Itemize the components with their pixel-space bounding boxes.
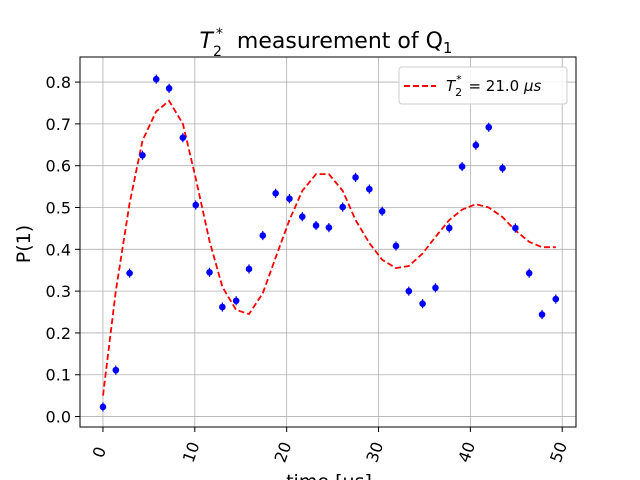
data-point: [405, 287, 413, 295]
title-symbol-sup: *: [216, 26, 223, 42]
data-point: [165, 85, 173, 92]
data-point: [245, 265, 253, 273]
data-point: [485, 123, 493, 131]
x-tick-label: 10: [179, 439, 204, 465]
title-symbol: T: [200, 29, 215, 54]
data-point: [139, 151, 146, 159]
data-point: [325, 224, 333, 231]
chart-title: T2 * measurement of Q1: [200, 26, 453, 60]
y-tick-label: 0.3: [46, 282, 71, 301]
y-tick-label: 0.2: [46, 324, 71, 343]
title-text: measurement of Q: [237, 29, 443, 54]
grid: [80, 57, 576, 427]
legend: T2* = 21.0 μs: [398, 66, 568, 105]
data-point: [538, 311, 546, 318]
data-point: [525, 269, 533, 277]
legend-box: [398, 66, 568, 105]
plot-frame: [79, 56, 577, 428]
x-axis-label: time [μs]: [286, 471, 372, 480]
data-point: [232, 297, 240, 305]
legend-symbol-sup: *: [456, 73, 462, 86]
y-tick-label: 0.1: [46, 366, 71, 385]
data-point: [378, 207, 386, 215]
axis-ticks: 0 10 20 30 40 50 0.0 0.1 0.2 0.3 0.4 0.5 0.6 0.7 0.8: [46, 73, 571, 465]
data-point: [472, 141, 480, 149]
y-tick-label: 0.6: [46, 157, 71, 176]
data-point: [99, 403, 107, 411]
x-tick-label: 0: [89, 444, 110, 460]
data-point: [192, 201, 200, 209]
data-point: [126, 269, 133, 277]
data-point: [512, 224, 519, 232]
y-axis-label: P(1): [13, 225, 35, 263]
x-tick-label: 30: [362, 439, 387, 465]
data-point: [259, 232, 267, 239]
legend-symbol-sub: 2: [455, 86, 462, 99]
data-point: [286, 195, 293, 203]
y-tick-label: 0.5: [46, 199, 71, 218]
data-point: [112, 366, 120, 374]
data-point: [352, 174, 359, 181]
data-point: [179, 134, 187, 141]
data-point: [298, 213, 306, 221]
data-point: [152, 75, 160, 83]
data-point: [445, 224, 453, 232]
title-text-sub: 1: [443, 39, 453, 57]
fit-curve: [102, 99, 556, 396]
legend-unit: μs: [523, 77, 542, 95]
data-point: [552, 295, 560, 303]
data-point: [206, 269, 213, 276]
y-tick-label: 0.4: [46, 240, 71, 259]
x-tick-label: 40: [454, 439, 479, 465]
data-point: [339, 203, 346, 211]
data-point: [219, 303, 226, 311]
data-point: [366, 185, 373, 193]
data-point: [419, 300, 426, 307]
y-tick-label: 0.8: [46, 73, 71, 92]
data-point: [312, 222, 320, 229]
legend-label: T2* = 21.0 μs: [446, 73, 541, 99]
data-point: [432, 284, 439, 292]
title-symbol-sub: 2: [213, 44, 222, 60]
data-point: [499, 164, 506, 172]
x-tick-label: 50: [546, 439, 571, 465]
data-point: [392, 242, 400, 250]
legend-value: = 21.0: [464, 77, 524, 95]
data-points: [99, 74, 560, 412]
y-tick-label: 0.7: [46, 115, 71, 134]
data-point: [272, 189, 279, 197]
legend-symbol: T: [446, 77, 457, 95]
fit-line: [102, 99, 556, 396]
x-tick-label: 20: [271, 439, 296, 465]
y-tick-label: 0.0: [46, 408, 71, 427]
data-point: [458, 163, 466, 170]
